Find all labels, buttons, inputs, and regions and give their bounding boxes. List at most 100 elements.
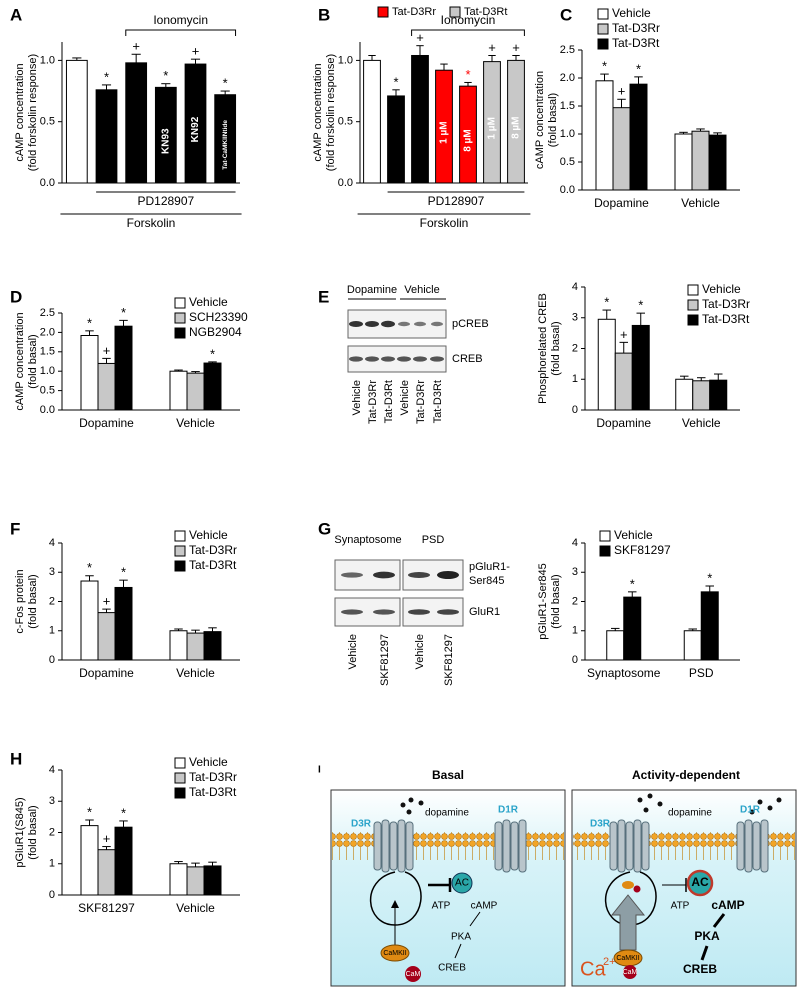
significance-mark: * [87,560,92,575]
receptor [609,819,769,873]
bar [507,59,525,184]
lane-label: Tat-D3Rt [383,380,395,423]
significance-mark: + [512,40,520,55]
error-bar [416,45,424,56]
error-bar [208,861,217,866]
legend-swatch [174,312,186,324]
x-tick-label: Dopamine [594,196,649,210]
y-tick-label: 4 [572,537,578,549]
y-tick-label: 1 [572,373,578,385]
y-tick-label: 1.0 [40,365,55,377]
error-bar [208,627,217,632]
bar [435,69,453,184]
label: CREB [438,963,466,974]
error-bar [392,89,400,96]
error-bar [119,319,128,327]
bar [612,107,631,191]
y-axis-label: (fold basal) [550,321,562,375]
y-axis-label: (fold basal) [27,574,39,628]
bar-label: KN93 [160,128,171,154]
y-tick-label: 1.0 [40,54,55,66]
legend-label: Vehicle [189,755,228,769]
bar [114,826,133,896]
bar [97,612,116,661]
y-tick-label: 0.5 [40,385,55,397]
lane-label: Tat-D3Rt [432,380,444,423]
legend-swatch [174,327,186,339]
label: Ca [580,958,606,980]
y-tick-label: 0.0 [40,177,55,189]
bar-label: KN92 [190,116,201,142]
legend-label: Tat-D3Rt [702,312,750,326]
legend-label: NGB2904 [189,325,242,339]
bar [169,863,188,896]
y-tick-label: 0 [572,404,578,416]
significance-mark: + [103,343,111,358]
bar-label: 8 µM [463,129,474,151]
significance-mark: * [87,315,92,330]
error-bar [220,90,230,95]
error-bar [440,63,448,71]
y-tick-label: 1.0 [560,128,575,140]
y-axis-label: cAMP concentration [534,71,546,169]
bar [214,94,237,184]
y-tick-label: 0.0 [560,184,575,196]
legend-swatch [377,6,389,18]
cam [623,965,637,979]
error-bar [101,84,112,90]
panel-label: F [10,519,20,538]
blot-group: Vehicle [404,284,439,296]
bar [363,59,381,184]
bracket [125,29,237,36]
legend-swatch [687,299,699,311]
blot-strip [347,309,447,339]
bar [169,370,188,411]
lane-label: Vehicle [414,634,426,669]
legend-label: Tat-D3Rt [189,785,237,799]
y-tick-label: 1.5 [40,346,55,358]
error-bar [680,375,689,380]
legend-swatch [174,757,186,769]
y-axis-label: cAMP concentration [312,63,324,161]
significance-mark: * [163,68,168,83]
legend-label: Tat-D3Rr [392,6,436,18]
y-axis-label: cAMP concentration [14,312,26,410]
label: cAMP [471,901,498,912]
legend-swatch [687,314,699,326]
y-axis-label: Phosphorelated CREB [537,293,549,404]
error-bar [636,312,645,326]
lane-label: Vehicle [351,380,363,415]
blot-group: Dopamine [347,284,397,296]
legend-label: Vehicle [702,282,741,296]
y-tick-label: 1 [49,625,55,637]
significance-mark: * [636,61,641,76]
diagram-title: Activity-dependent [632,768,740,782]
y-axis-label: (fold basal) [27,334,39,388]
y-tick-label: 0 [49,889,55,901]
y-tick-label: 0.5 [338,116,353,128]
label: CaM [406,971,421,978]
legend-label: Tat-D3Rr [702,297,750,311]
error-bar [161,83,171,88]
x-tick-label: Vehicle [176,416,215,430]
y-tick-label: 1 [572,625,578,637]
bar [623,596,642,661]
label: cAMP [711,898,744,912]
label: D1R [498,805,519,816]
bar [597,318,616,411]
bar [80,825,99,896]
y-axis-label: (fold basal) [27,805,39,859]
bar [411,54,429,184]
y-tick-label: 4 [49,537,55,549]
significance-mark: * [604,295,609,310]
label: ATP [432,901,451,912]
legend-swatch [449,6,461,18]
significance-mark: + [132,39,140,54]
panel-label: H [10,749,22,768]
y-tick-label: 3 [572,312,578,324]
label: ATP [671,901,690,912]
error-bar [488,54,496,62]
legend-label: Vehicle [189,528,228,542]
legend-label: Tat-D3Rt [189,558,237,572]
